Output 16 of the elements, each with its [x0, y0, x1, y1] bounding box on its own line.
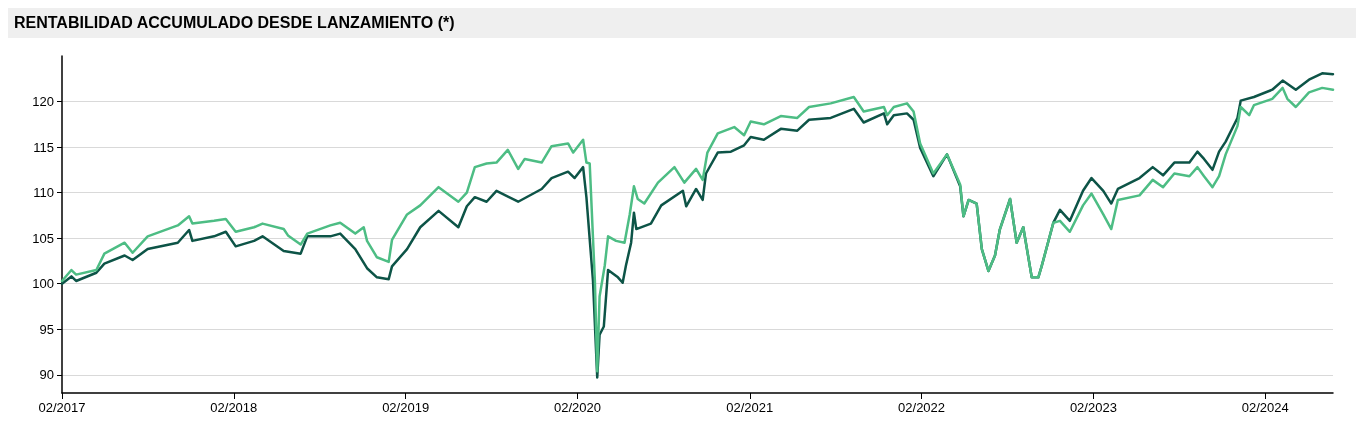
x-tick-label: 02/2023 — [1069, 400, 1117, 415]
y-tick-label: 105 — [32, 230, 54, 246]
x-tick-label: 02/2021 — [726, 400, 774, 415]
chart-title: RENTABILIDAD ACCUMULADO DESDE LANZAMIENTO (*) — [8, 8, 1356, 38]
y-tick-label: 95 — [39, 321, 54, 337]
x-tick-label: 02/2017 — [38, 400, 86, 415]
x-tick-label: 02/2020 — [553, 400, 601, 415]
y-tick-label: 100 — [32, 276, 54, 292]
x-tick-label: 02/2022 — [898, 400, 946, 415]
x-tick-label: 02/2024 — [1241, 400, 1289, 415]
y-tick-label: 115 — [33, 139, 54, 155]
y-tick-label: 90 — [39, 367, 54, 383]
y-tick-label: 120 — [32, 94, 54, 110]
x-tick-label: 02/2019 — [382, 400, 430, 415]
x-tick-label: 02/2018 — [210, 400, 258, 415]
y-tick-label: 110 — [33, 185, 54, 201]
